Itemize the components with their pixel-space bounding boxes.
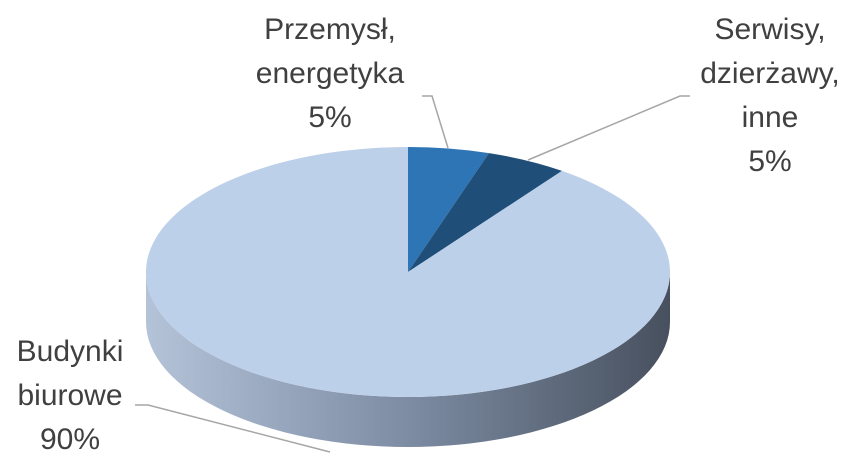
- pie-slice: [408, 153, 562, 272]
- data-label: Budynki biurowe 90%: [0, 330, 140, 462]
- pie-slice: [145, 147, 670, 398]
- data-label: Przemysł, energetyka 5%: [230, 8, 430, 140]
- leader-line: [135, 404, 331, 453]
- value-label: 5%: [308, 101, 352, 134]
- leader-line: [422, 95, 449, 149]
- leader-line: [527, 95, 690, 161]
- category-label: Serwisy, dzierżawy, inne: [700, 13, 840, 134]
- pie-side: [146, 272, 670, 447]
- category-label: Przemysł, energetyka: [255, 13, 405, 90]
- category-label: Budynki biurowe: [16, 335, 124, 412]
- value-label: 5%: [748, 145, 792, 178]
- value-label: 90%: [39, 423, 101, 456]
- pie-slice: [408, 147, 489, 272]
- data-label: Serwisy, dzierżawy, inne 5%: [680, 8, 853, 184]
